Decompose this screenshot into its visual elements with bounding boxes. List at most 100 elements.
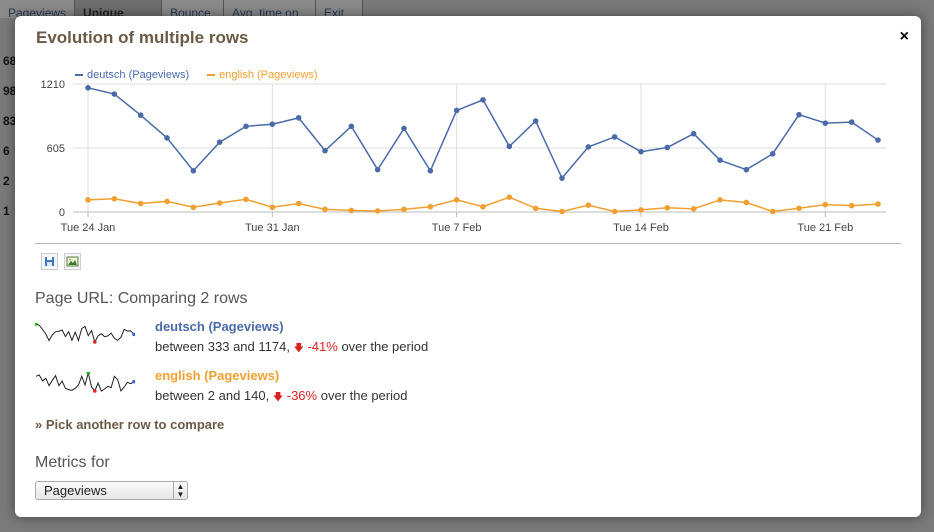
data-point xyxy=(638,207,644,213)
data-point xyxy=(243,123,249,130)
data-point xyxy=(717,197,723,203)
sparkline-path xyxy=(35,372,135,393)
evolution-modal: Evolution of multiple rows × deutsch (Pa… xyxy=(15,16,921,517)
data-point xyxy=(348,123,355,130)
x-tick-label: Tue 31 Jan xyxy=(245,222,300,234)
data-point xyxy=(769,151,776,157)
sparkline-path xyxy=(35,323,135,344)
data-point xyxy=(559,175,565,181)
data-point xyxy=(822,120,829,126)
data-point xyxy=(85,85,91,91)
legend-swatch xyxy=(75,74,83,76)
data-point xyxy=(190,167,197,174)
sparkline-marker xyxy=(93,389,97,393)
data-point xyxy=(348,207,355,214)
comparison-title: Page URL: Comparing 2 rows xyxy=(35,290,248,307)
metrics-select[interactable]: Pageviews ▲ ▼ xyxy=(35,481,188,500)
data-point xyxy=(427,203,434,210)
data-point xyxy=(506,194,513,200)
data-point xyxy=(717,157,723,163)
data-point xyxy=(111,195,118,202)
select-arrows-icon: ▲ ▼ xyxy=(173,482,187,499)
metrics-selected-value: Pageviews xyxy=(44,483,107,498)
modal-title: Evolution of multiple rows xyxy=(36,28,249,47)
floppy-disk-icon[interactable] xyxy=(41,253,58,270)
data-point xyxy=(664,144,671,151)
arrow-down-icon: 🡇 xyxy=(293,343,304,354)
data-point xyxy=(796,111,802,118)
y-tick-label: 605 xyxy=(47,143,65,155)
data-point xyxy=(690,206,697,212)
data-point xyxy=(137,112,144,119)
data-point xyxy=(374,208,381,214)
data-point xyxy=(875,137,881,143)
evolution-chart[interactable]: 0 605 1210 Tue 24 Jan Tue 31 Jan Tue 7 Feb Tue… xyxy=(15,71,921,241)
sparkline-marker xyxy=(35,323,38,326)
data-point xyxy=(164,135,170,141)
data-point xyxy=(585,144,592,150)
close-button[interactable]: × xyxy=(899,28,909,45)
pick-another-row-link[interactable]: » Pick another row to compare xyxy=(35,417,225,432)
data-point xyxy=(532,205,539,212)
background-numbers: 68 98 83 6 2 1 xyxy=(0,40,17,220)
data-point xyxy=(85,197,91,203)
data-point xyxy=(295,115,302,121)
legend-item-english[interactable]: english (Pageviews) xyxy=(207,69,318,81)
data-point xyxy=(532,118,539,124)
data-point xyxy=(822,201,829,208)
y-tick-label: 1210 xyxy=(41,79,65,91)
data-point xyxy=(216,139,223,145)
arrow-down-icon: 🡇 xyxy=(272,392,284,403)
bg-number: 83 xyxy=(3,114,17,128)
data-point xyxy=(690,130,697,137)
bg-number: 6 xyxy=(3,144,10,158)
row-change: -41% xyxy=(307,339,338,354)
background-tabs: Pageviews Unique Bounce Avg. time on Exi… xyxy=(0,0,364,18)
sparkline-marker xyxy=(132,332,135,337)
bg-number: 98 xyxy=(3,84,17,98)
y-tick-label: 0 xyxy=(59,207,65,219)
metrics-label: Metrics for xyxy=(35,454,110,471)
data-point xyxy=(611,134,618,140)
row-name[interactable]: deutsch (Pageviews) xyxy=(155,319,284,334)
comparison-row-deutsch: deutsch (Pageviews) between 333 and 1174… xyxy=(35,319,635,359)
data-point xyxy=(743,199,750,206)
sparkline xyxy=(35,372,135,393)
x-tick-label: Tue 24 Jan xyxy=(61,222,116,234)
row-suffix: over the period xyxy=(341,339,429,354)
data-point xyxy=(137,200,144,207)
data-point xyxy=(559,208,565,215)
data-point xyxy=(243,196,249,203)
data-point xyxy=(664,204,671,211)
data-point xyxy=(453,107,460,114)
row-suffix: over the period xyxy=(320,388,408,403)
data-point xyxy=(638,148,644,155)
bg-number: 68 xyxy=(3,54,17,68)
bg-tab-bounce: Bounce xyxy=(162,0,225,18)
row-range: between 2 and 140, xyxy=(155,388,270,403)
data-point xyxy=(506,143,513,150)
data-point xyxy=(322,147,328,154)
data-point xyxy=(585,202,592,208)
data-point xyxy=(769,208,776,215)
x-tick-label: Tue 21 Feb xyxy=(797,222,853,234)
legend-item-deutsch[interactable]: deutsch (Pageviews) xyxy=(75,69,189,81)
data-point xyxy=(480,203,486,210)
row-name[interactable]: english (Pageviews) xyxy=(155,368,280,383)
legend-label: english (Pageviews) xyxy=(219,69,318,81)
bg-tab-exit: Exit xyxy=(316,0,364,18)
data-point xyxy=(190,204,197,211)
data-point xyxy=(269,121,276,127)
sparkline-marker xyxy=(86,372,91,375)
bg-tab-pageviews: Pageviews xyxy=(0,0,76,18)
data-point xyxy=(796,205,802,212)
legend-label: deutsch (Pageviews) xyxy=(87,69,190,81)
bg-tab-unique: Unique xyxy=(75,0,163,18)
sparkline xyxy=(35,323,135,344)
data-point xyxy=(374,166,381,173)
data-point xyxy=(295,200,302,207)
bg-number: 2 xyxy=(3,174,10,188)
image-icon[interactable] xyxy=(64,253,81,270)
row-range: between 333 and 1174, xyxy=(155,339,290,354)
data-point xyxy=(401,125,407,132)
